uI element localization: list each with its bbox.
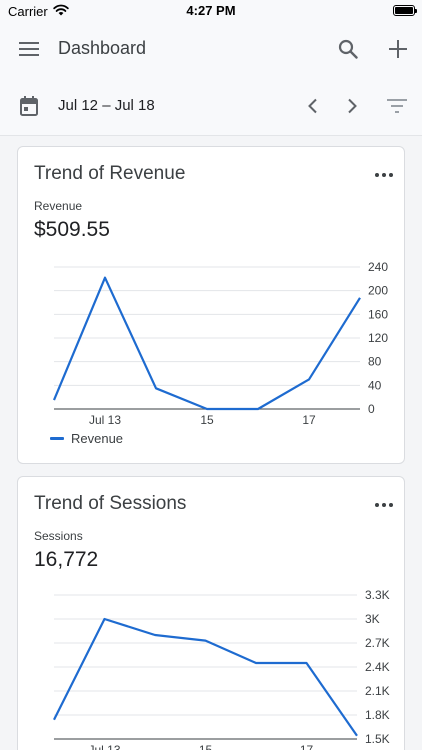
status-time: 4:27 PM xyxy=(186,3,236,18)
y-tick-label: 80 xyxy=(368,355,382,369)
chevron-left-icon xyxy=(308,98,317,114)
card-title: Trend of Sessions xyxy=(34,493,187,514)
card-title: Trend of Revenue xyxy=(34,163,186,184)
carrier-label: Carrier xyxy=(8,4,48,19)
add-icon xyxy=(389,40,407,58)
y-tick-label: 1.5K xyxy=(365,732,390,746)
card-menu-button[interactable] xyxy=(372,165,396,185)
filter-icon xyxy=(387,99,407,113)
revenue-card: Trend of Revenue Revenue $509.55 0 40 80 12… xyxy=(17,146,405,464)
x-tick-label: 15 xyxy=(199,743,213,750)
menu-button[interactable] xyxy=(14,35,44,63)
y-tick-label: 200 xyxy=(368,284,388,298)
y-tick-label: 40 xyxy=(368,378,382,392)
y-tick-label: 240 xyxy=(368,260,388,274)
chevron-right-icon xyxy=(348,98,357,114)
legend-swatch xyxy=(50,437,64,440)
wifi-icon xyxy=(53,4,69,16)
series-line xyxy=(53,617,358,737)
date-range-bar: Jul 12 – Jul 18 xyxy=(0,76,422,136)
card-menu-button[interactable] xyxy=(372,495,396,515)
next-range-button[interactable] xyxy=(341,94,363,118)
y-tick-label: 120 xyxy=(368,331,388,345)
y-tick-label: 0 xyxy=(368,402,375,416)
more-horizontal-icon xyxy=(375,173,393,177)
calendar-button[interactable] xyxy=(18,95,40,117)
y-tick-label: 2.4K xyxy=(365,660,390,674)
x-tick-label: 15 xyxy=(200,413,214,427)
y-tick-label: 3K xyxy=(365,612,380,626)
x-tick-label: Jul 13 xyxy=(89,413,121,427)
revenue-line-chart: 0 40 80 120 160 200 240 Jul 13 15 17 xyxy=(52,260,388,427)
metric-label: Revenue xyxy=(34,199,83,213)
chart-legend: Revenue xyxy=(50,431,123,446)
battery-icon xyxy=(393,5,417,16)
menu-icon xyxy=(19,42,39,56)
sessions-card: Trend of Sessions Sessions 16,772 1.5K 1.… xyxy=(17,476,405,750)
y-tick-label: 160 xyxy=(368,307,388,321)
series-line xyxy=(52,276,361,411)
more-horizontal-icon xyxy=(375,503,393,507)
x-tick-label: Jul 13 xyxy=(88,743,120,750)
calendar-icon xyxy=(20,96,38,116)
x-tick-label: 17 xyxy=(302,413,316,427)
metric-value: 16,772 xyxy=(34,548,99,571)
date-range-label[interactable]: Jul 12 – Jul 18 xyxy=(58,97,155,114)
filter-button[interactable] xyxy=(386,95,408,117)
previous-range-button[interactable] xyxy=(302,94,324,118)
legend-label: Revenue xyxy=(71,431,124,446)
search-button[interactable] xyxy=(334,35,362,63)
status-bar: Carrier 4:27 PM xyxy=(0,0,422,22)
add-button[interactable] xyxy=(384,35,412,63)
y-tick-label: 2.1K xyxy=(365,684,390,698)
sessions-line-chart: 1.5K 1.8K 2.1K 2.4K 2.7K 3K 3.3K Jul 13 15 17 xyxy=(53,588,390,750)
y-tick-label: 2.7K xyxy=(365,636,390,650)
search-icon xyxy=(338,39,358,59)
y-tick-label: 3.3K xyxy=(365,588,390,602)
metric-value: $509.55 xyxy=(34,218,110,241)
y-tick-label: 1.8K xyxy=(365,708,390,722)
page-title: Dashboard xyxy=(58,38,147,58)
battery-level xyxy=(395,7,413,14)
metric-label: Sessions xyxy=(34,529,83,543)
app-bar: Dashboard xyxy=(0,22,422,76)
x-tick-label: 17 xyxy=(300,743,314,750)
